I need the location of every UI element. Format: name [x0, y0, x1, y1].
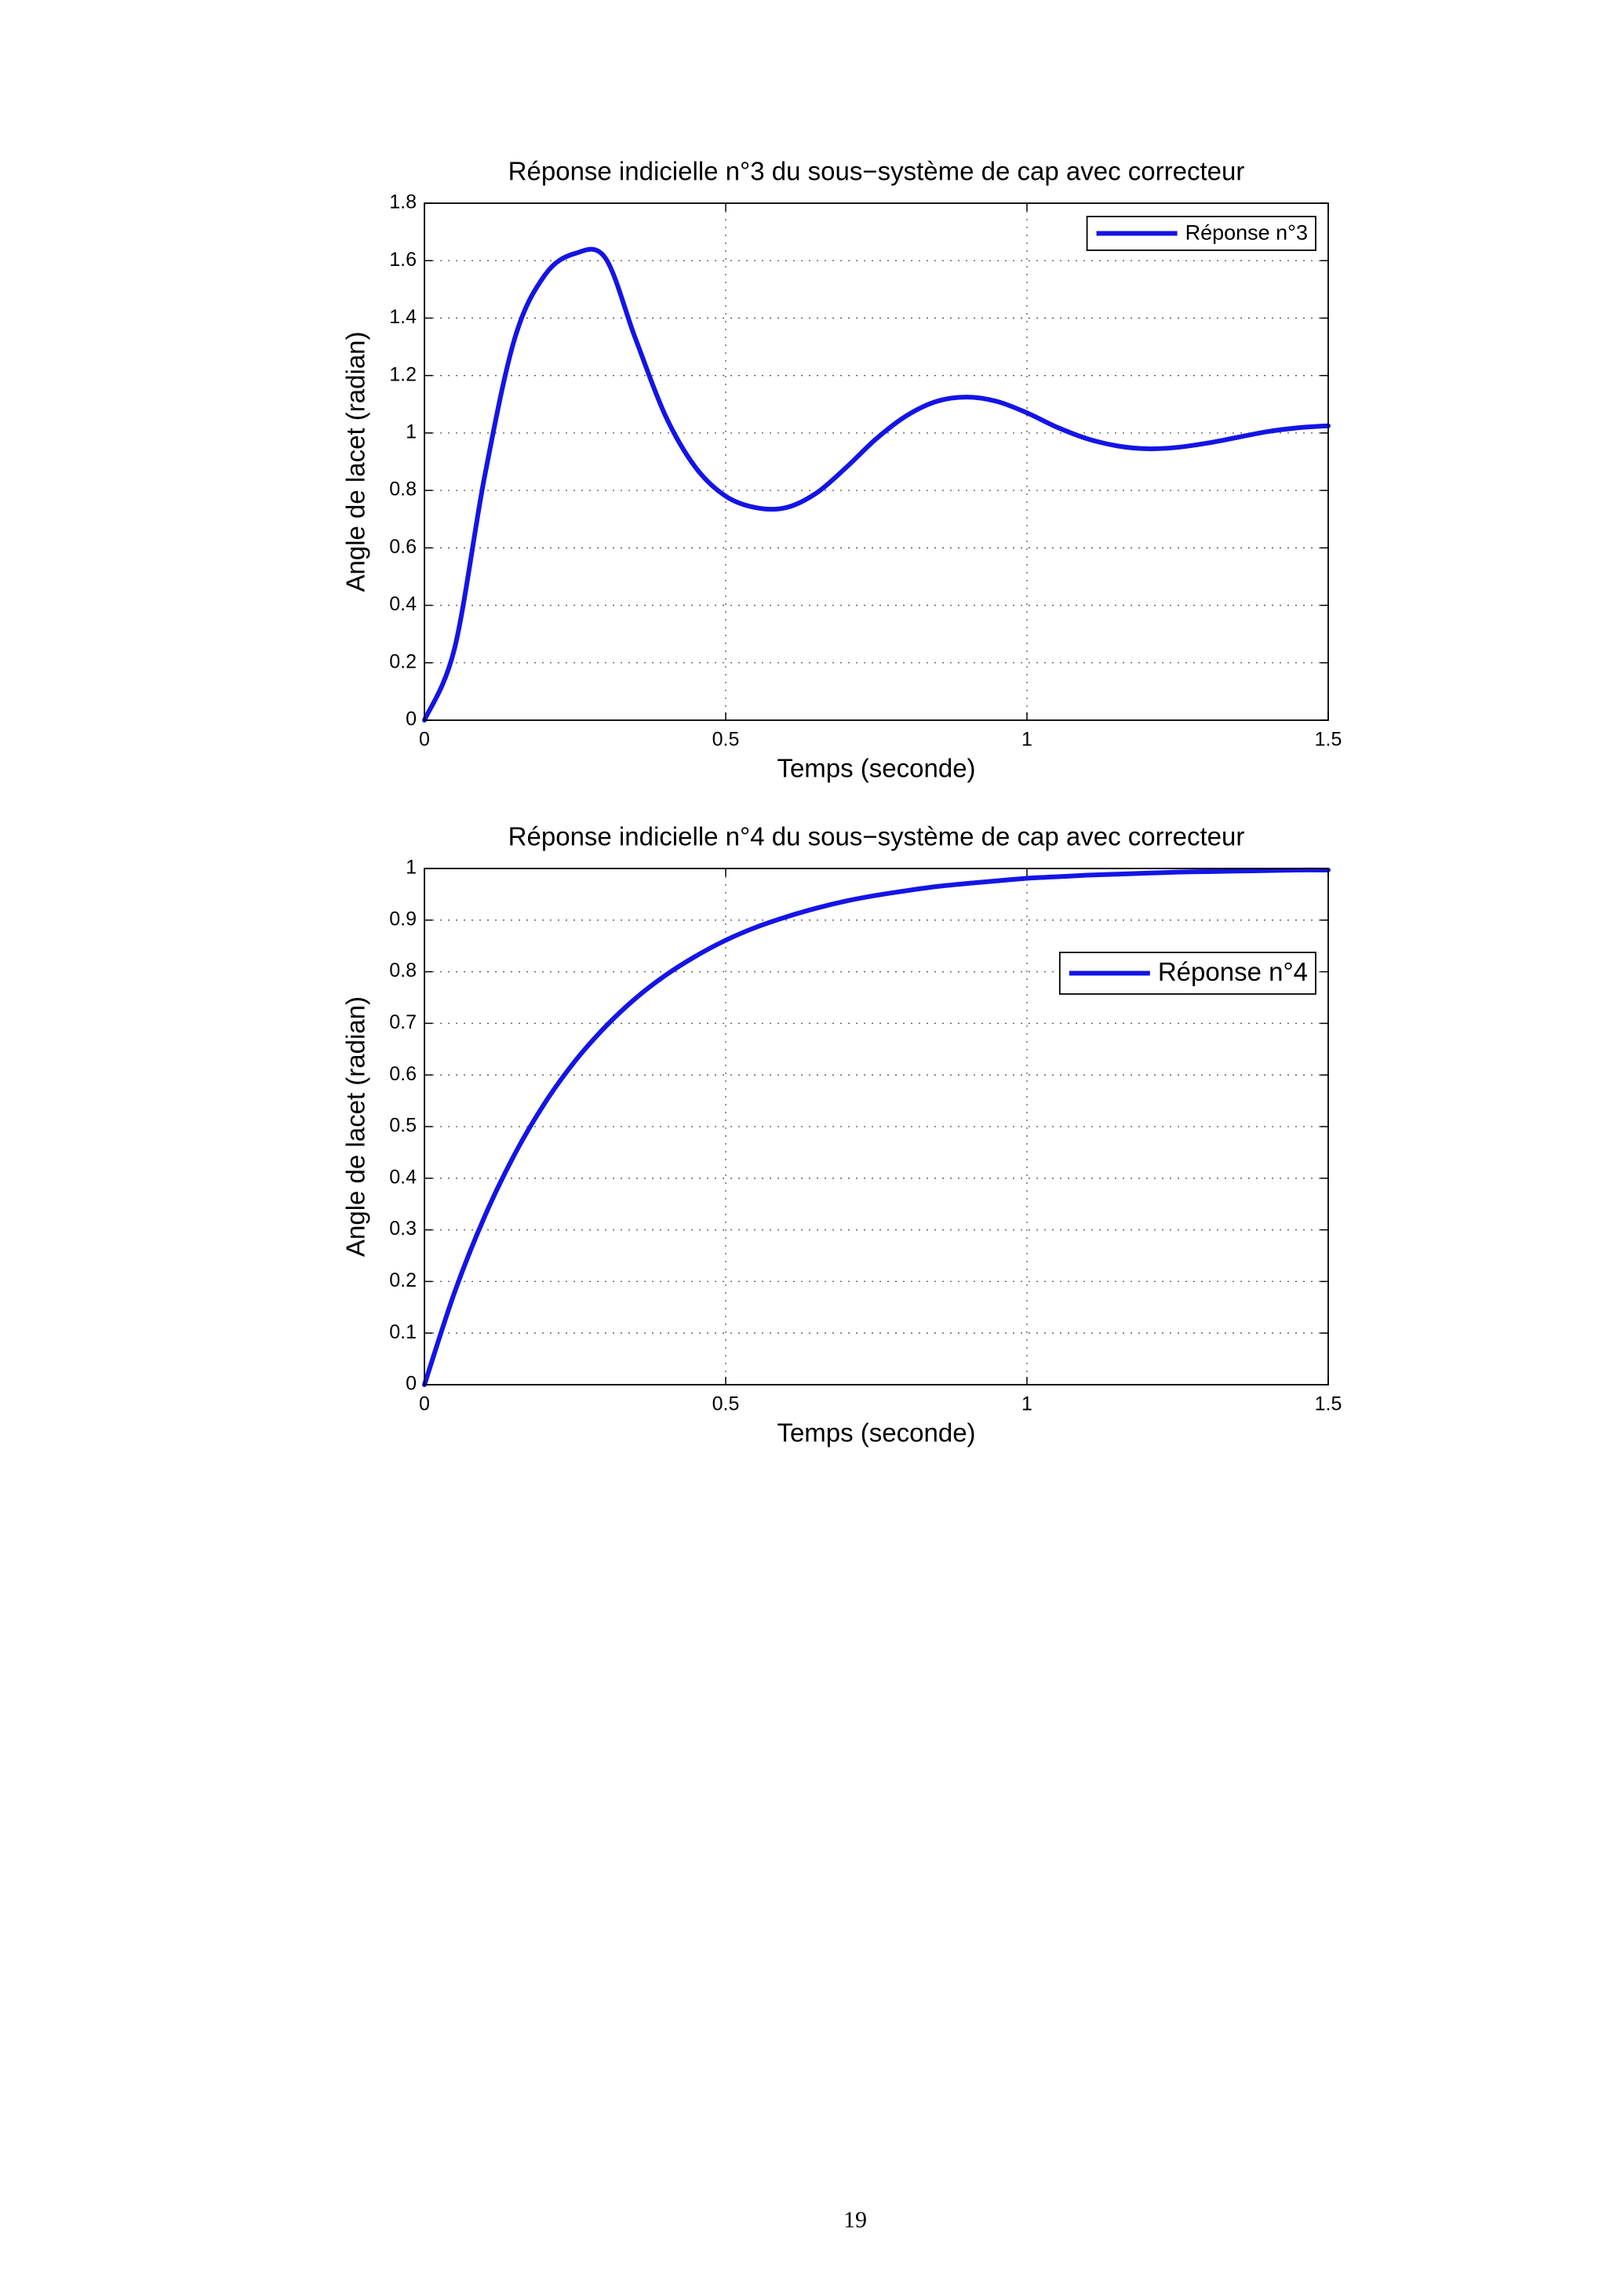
legend: Réponse n°4: [1058, 952, 1316, 995]
y-tick-label: 0.7: [389, 1011, 417, 1033]
x-axis-label: Temps (seconde): [777, 754, 975, 783]
x-tick-label: 0.5: [712, 1393, 740, 1415]
plot-area: [424, 203, 1328, 720]
y-tick-label: 0: [406, 708, 417, 730]
y-tick-label: 1.4: [389, 306, 417, 328]
x-tick-label: 1.5: [1315, 729, 1342, 751]
y-tick-label: 0.6: [389, 1063, 417, 1085]
y-tick-label: 1.6: [389, 249, 417, 271]
y-tick-label: 1.2: [389, 363, 417, 385]
x-tick-label: 1: [1021, 729, 1032, 751]
y-tick-label: 0.6: [389, 536, 417, 558]
chart-title: Réponse indicielle n°4 du sous−système d…: [508, 822, 1245, 851]
x-axis-label: Temps (seconde): [777, 1418, 975, 1447]
legend: Réponse n°3: [1086, 216, 1316, 251]
y-tick-label: 1: [406, 421, 417, 442]
y-tick-label: 0.2: [389, 650, 417, 672]
y-tick-label: 0.9: [389, 908, 417, 930]
y-tick-label: 0.5: [389, 1115, 417, 1137]
x-tick-label: 0: [419, 729, 430, 751]
legend-label: Réponse n°3: [1185, 221, 1308, 245]
chart-title: Réponse indicielle n°3 du sous−système d…: [508, 157, 1245, 186]
y-tick-label: 0.4: [389, 593, 417, 615]
y-tick-label: 1: [406, 857, 417, 879]
data-line: [422, 246, 1331, 723]
plot-frame: [424, 868, 1329, 1386]
y-tick-label: 0.4: [389, 1166, 417, 1188]
y-axis-label: Angle de lacet (radian): [341, 996, 370, 1257]
y-tick-label: 0.3: [389, 1218, 417, 1240]
y-tick-label: 0.8: [389, 959, 417, 981]
y-tick-label: 1.8: [389, 191, 417, 213]
plot-frame: [424, 202, 1329, 721]
chart: 0 0.1 0.2 0.3 0.4 0.5 0.6 0.7 0.8 0.9 1 0 0.5 1 1.5 Rép…: [341, 822, 1342, 1447]
page-number: 19: [843, 2207, 867, 2233]
chart: 0 0.2 0.4 0.6 0.8 1 1.2 1.4 1.6 1.8 0 0.5 1 1.5 Répons…: [341, 157, 1342, 783]
y-tick-label: 0.2: [389, 1269, 417, 1291]
y-tick-label: 0.1: [389, 1321, 417, 1343]
y-tick-label: 0: [406, 1373, 417, 1395]
y-axis-label: Angle de lacet (radian): [341, 331, 370, 592]
data-line: [422, 867, 1331, 1387]
x-tick-label: 0: [419, 1393, 430, 1415]
x-tick-label: 0.5: [712, 729, 740, 751]
x-tick-label: 1: [1021, 1393, 1032, 1415]
x-tick-label: 1.5: [1315, 1393, 1342, 1415]
plot-area: [424, 868, 1328, 1385]
legend-label: Réponse n°4: [1158, 957, 1308, 986]
y-tick-label: 0.8: [389, 479, 417, 501]
